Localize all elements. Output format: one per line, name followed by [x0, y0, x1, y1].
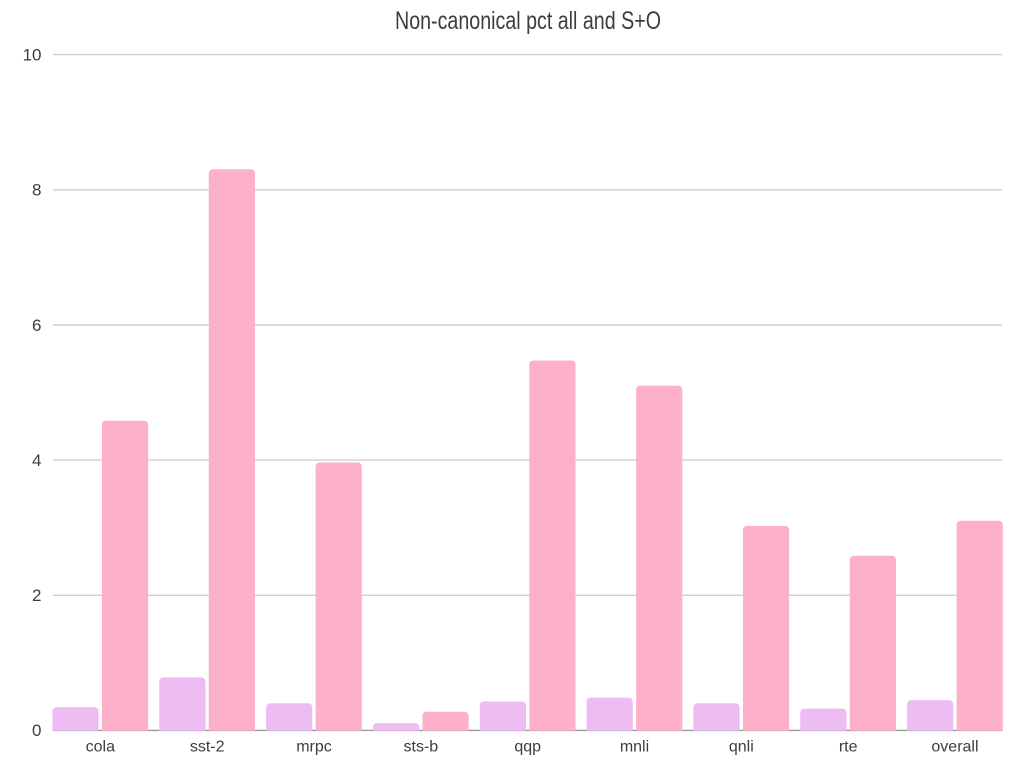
svg-text:sst-2: sst-2: [190, 739, 225, 756]
svg-text:mrpc: mrpc: [296, 739, 332, 756]
svg-text:2: 2: [32, 586, 41, 605]
svg-text:cola: cola: [86, 739, 115, 756]
svg-text:0: 0: [32, 721, 41, 740]
svg-text:qqp: qqp: [514, 739, 541, 756]
svg-text:qnli: qnli: [729, 739, 754, 756]
svg-text:8: 8: [32, 181, 41, 200]
svg-text:mnli: mnli: [620, 739, 649, 756]
svg-text:6: 6: [32, 316, 41, 335]
svg-text:rte: rte: [839, 739, 858, 756]
svg-text:sts-b: sts-b: [404, 739, 439, 756]
svg-text:4: 4: [32, 451, 41, 470]
svg-text:Non-canonical pct all and S+O: Non-canonical pct all and S+O: [395, 7, 661, 35]
svg-text:10: 10: [23, 45, 42, 64]
svg-text:overall: overall: [931, 739, 978, 756]
